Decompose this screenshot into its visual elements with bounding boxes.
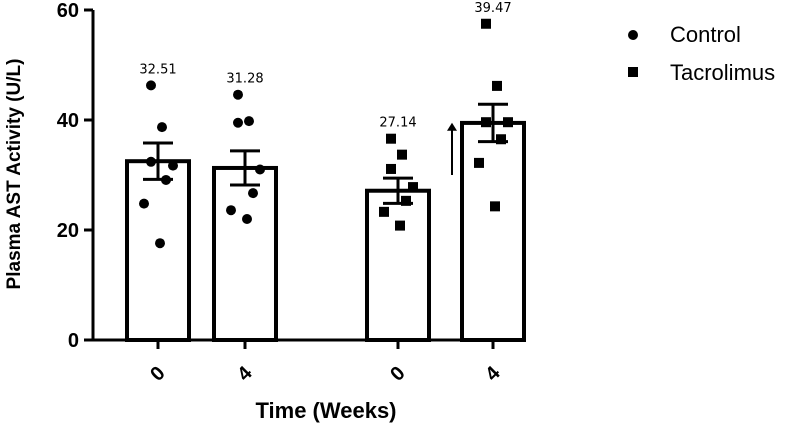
bar	[365, 188, 431, 342]
mean-labels: 32.51 31.28 27.14 39.47	[139, 1, 511, 131]
mean-value-label: 32.51	[139, 62, 176, 77]
data-point	[397, 149, 407, 160]
data-point	[496, 134, 506, 145]
data-point	[490, 201, 500, 212]
y-tick-label: 0	[68, 330, 79, 352]
error-bars	[143, 102, 508, 205]
y-tick-label: 40	[57, 110, 79, 132]
data-point	[379, 206, 389, 217]
legend-label-tacrolimus: Tacrolimus	[670, 60, 775, 85]
arrow-head	[447, 122, 457, 131]
data-point	[395, 220, 405, 231]
bar	[460, 120, 526, 343]
data-point	[255, 164, 265, 175]
data-point	[386, 133, 396, 144]
data-point	[248, 188, 258, 199]
legend-marker-tacrolimus	[628, 67, 638, 77]
y-axis: 0 20 40 60	[57, 0, 95, 352]
annotations	[447, 122, 457, 175]
bar	[125, 159, 191, 342]
mean-value-label: 31.28	[226, 72, 263, 87]
y-tick-label: 20	[57, 220, 79, 242]
bar	[212, 165, 278, 342]
data-point	[401, 195, 411, 206]
data-point	[481, 117, 491, 128]
data-point	[233, 89, 243, 100]
x-tick-label: 0	[146, 362, 169, 385]
x-tick-label: 4	[233, 362, 257, 386]
x-axis-title: Time (Weeks)	[255, 398, 396, 423]
data-point	[226, 205, 236, 216]
data-point	[146, 156, 156, 167]
legend-label-control: Control	[670, 22, 741, 47]
data-point	[146, 80, 156, 91]
x-tick-label: 4	[481, 362, 505, 386]
data-point	[157, 122, 167, 133]
y-tick-label: 60	[57, 0, 79, 22]
data-point	[233, 117, 243, 128]
mean-value-label: 27.14	[379, 116, 416, 131]
x-axis: 0 4 0 4	[91, 338, 525, 386]
legend: Control Tacrolimus	[628, 22, 775, 85]
mean-value-label: 39.47	[474, 1, 511, 16]
data-point	[474, 157, 484, 168]
data-points	[139, 18, 513, 249]
y-axis-title: Plasma AST Activity (U/L)	[4, 59, 25, 290]
x-tick-label: 0	[386, 362, 409, 385]
data-point	[242, 214, 252, 224]
data-point	[244, 116, 254, 127]
data-point	[386, 163, 396, 174]
data-point	[481, 18, 491, 29]
data-point	[155, 238, 165, 249]
data-point	[139, 198, 149, 209]
data-point	[408, 182, 418, 193]
data-point	[503, 117, 513, 128]
legend-marker-control	[628, 30, 638, 40]
bars	[125, 120, 526, 343]
data-point	[492, 80, 502, 91]
data-point	[168, 160, 178, 171]
data-point	[161, 174, 171, 185]
